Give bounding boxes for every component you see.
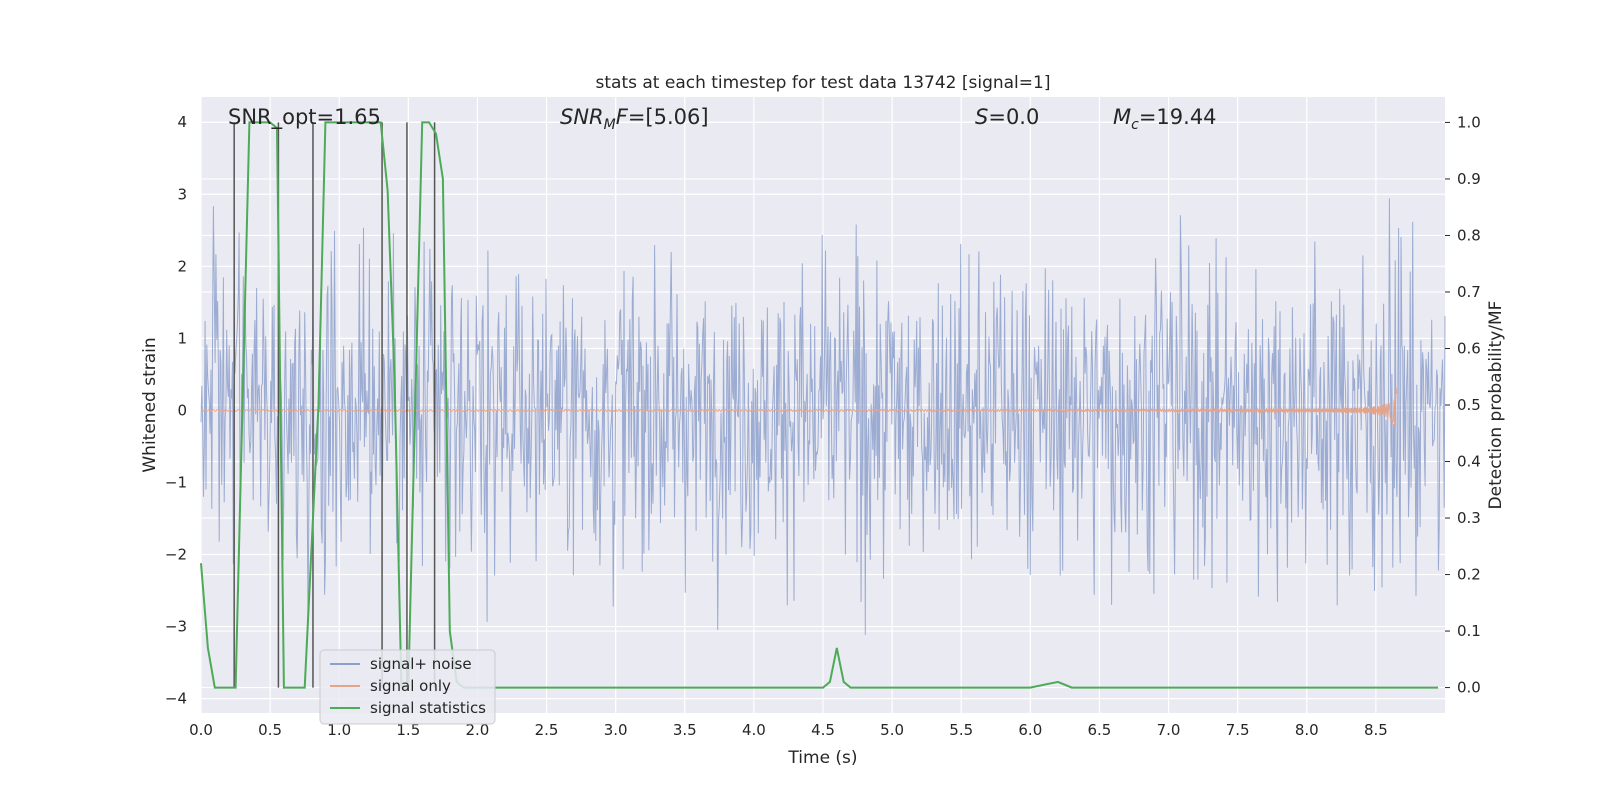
legend-box (319, 649, 496, 725)
y2-tick-label: 0.9 (1457, 170, 1481, 188)
x-tick-label: 2.0 (466, 721, 490, 739)
x-tick-label: 6.0 (1018, 721, 1042, 739)
legend-label-noise: signal+ noise (370, 655, 472, 673)
snr-mf-annotation: SNRMF=[5.06] (560, 105, 709, 133)
y2-tick-label: 0.6 (1457, 339, 1481, 357)
noise-line (200, 198, 1446, 635)
y2-tick-label: 0.7 (1457, 283, 1481, 301)
x-tick-label: 7.0 (1157, 721, 1181, 739)
x-tick-label: 3.0 (604, 721, 628, 739)
x-axis-ticks: 0.0 0.5 1.0 1.5 2.0 2.5 3.0 3.5 4.0 4.5 5.0 5.5 6.0 6… (189, 721, 1388, 739)
legend: signal+ noise signal only signal statist… (319, 649, 496, 725)
signal-statistics-series (200, 121, 1439, 689)
y2-tick-label: 1.0 (1457, 113, 1481, 131)
y2-tick-label: 0.4 (1457, 453, 1481, 471)
y-tick-label: 4 (177, 113, 187, 131)
y2-tick-label: 0.8 (1457, 226, 1481, 244)
x-tick-label: 7.5 (1226, 721, 1250, 739)
signal-only-series (200, 387, 1398, 427)
y2-axis-ticks: 0.0 0.1 0.2 0.3 0.4 0.5 0.6 0.7 0.8 0.9 1.0 (1445, 113, 1481, 697)
y-tick-label: −4 (165, 690, 187, 708)
y-axis-label: Whitened strain (140, 337, 160, 472)
legend-label-stats: signal statistics (370, 699, 486, 717)
s-annotation: S=0.0 (975, 105, 1039, 129)
x-tick-label: 4.5 (811, 721, 835, 739)
probability-line (200, 121, 1439, 689)
y-tick-label: 0 (177, 401, 187, 419)
x-tick-label: 0.5 (258, 721, 282, 739)
matched-filter-markers (233, 122, 436, 688)
y2-tick-label: 0.0 (1457, 679, 1481, 697)
y2-tick-label: 0.5 (1457, 396, 1481, 414)
y-tick-label: 3 (177, 185, 187, 203)
x-tick-label: 5.0 (880, 721, 904, 739)
x-tick-label: 4.0 (742, 721, 766, 739)
y-tick-label: −2 (165, 545, 187, 563)
y-tick-label: 1 (177, 329, 187, 347)
y2-axis-label: Detection probability/MF (1486, 301, 1506, 510)
x-tick-label: 8.5 (1364, 721, 1388, 739)
y2-tick-label: 0.2 (1457, 566, 1481, 584)
x-tick-label: 6.5 (1088, 721, 1112, 739)
x-tick-label: 3.5 (673, 721, 697, 739)
x-tick-label: 0.0 (189, 721, 213, 739)
x-axis-label: Time (s) (787, 748, 857, 768)
x-tick-label: 8.0 (1295, 721, 1319, 739)
y2-tick-label: 0.1 (1457, 622, 1481, 640)
snr-opt-annotation: SNR_opt=1.65 (228, 105, 381, 130)
chirp-line (200, 387, 1398, 427)
x-tick-label: 2.5 (535, 721, 559, 739)
y-tick-label: −3 (165, 618, 187, 636)
x-tick-label: 1.0 (327, 721, 351, 739)
chart-title: stats at each timestep for test data 137… (596, 73, 1051, 93)
mc-annotation: Mc=19.44 (1113, 105, 1217, 133)
legend-label-signal: signal only (370, 677, 451, 695)
x-tick-label: 5.5 (949, 721, 973, 739)
signal-noise-series (200, 198, 1446, 635)
y-tick-label: −1 (165, 473, 187, 491)
y-tick-label: 2 (177, 257, 187, 275)
x-tick-label: 1.5 (396, 721, 420, 739)
y2-tick-label: 0.3 (1457, 509, 1481, 527)
y-axis-ticks: −4 −3 −2 −1 0 1 2 3 4 (165, 113, 187, 707)
